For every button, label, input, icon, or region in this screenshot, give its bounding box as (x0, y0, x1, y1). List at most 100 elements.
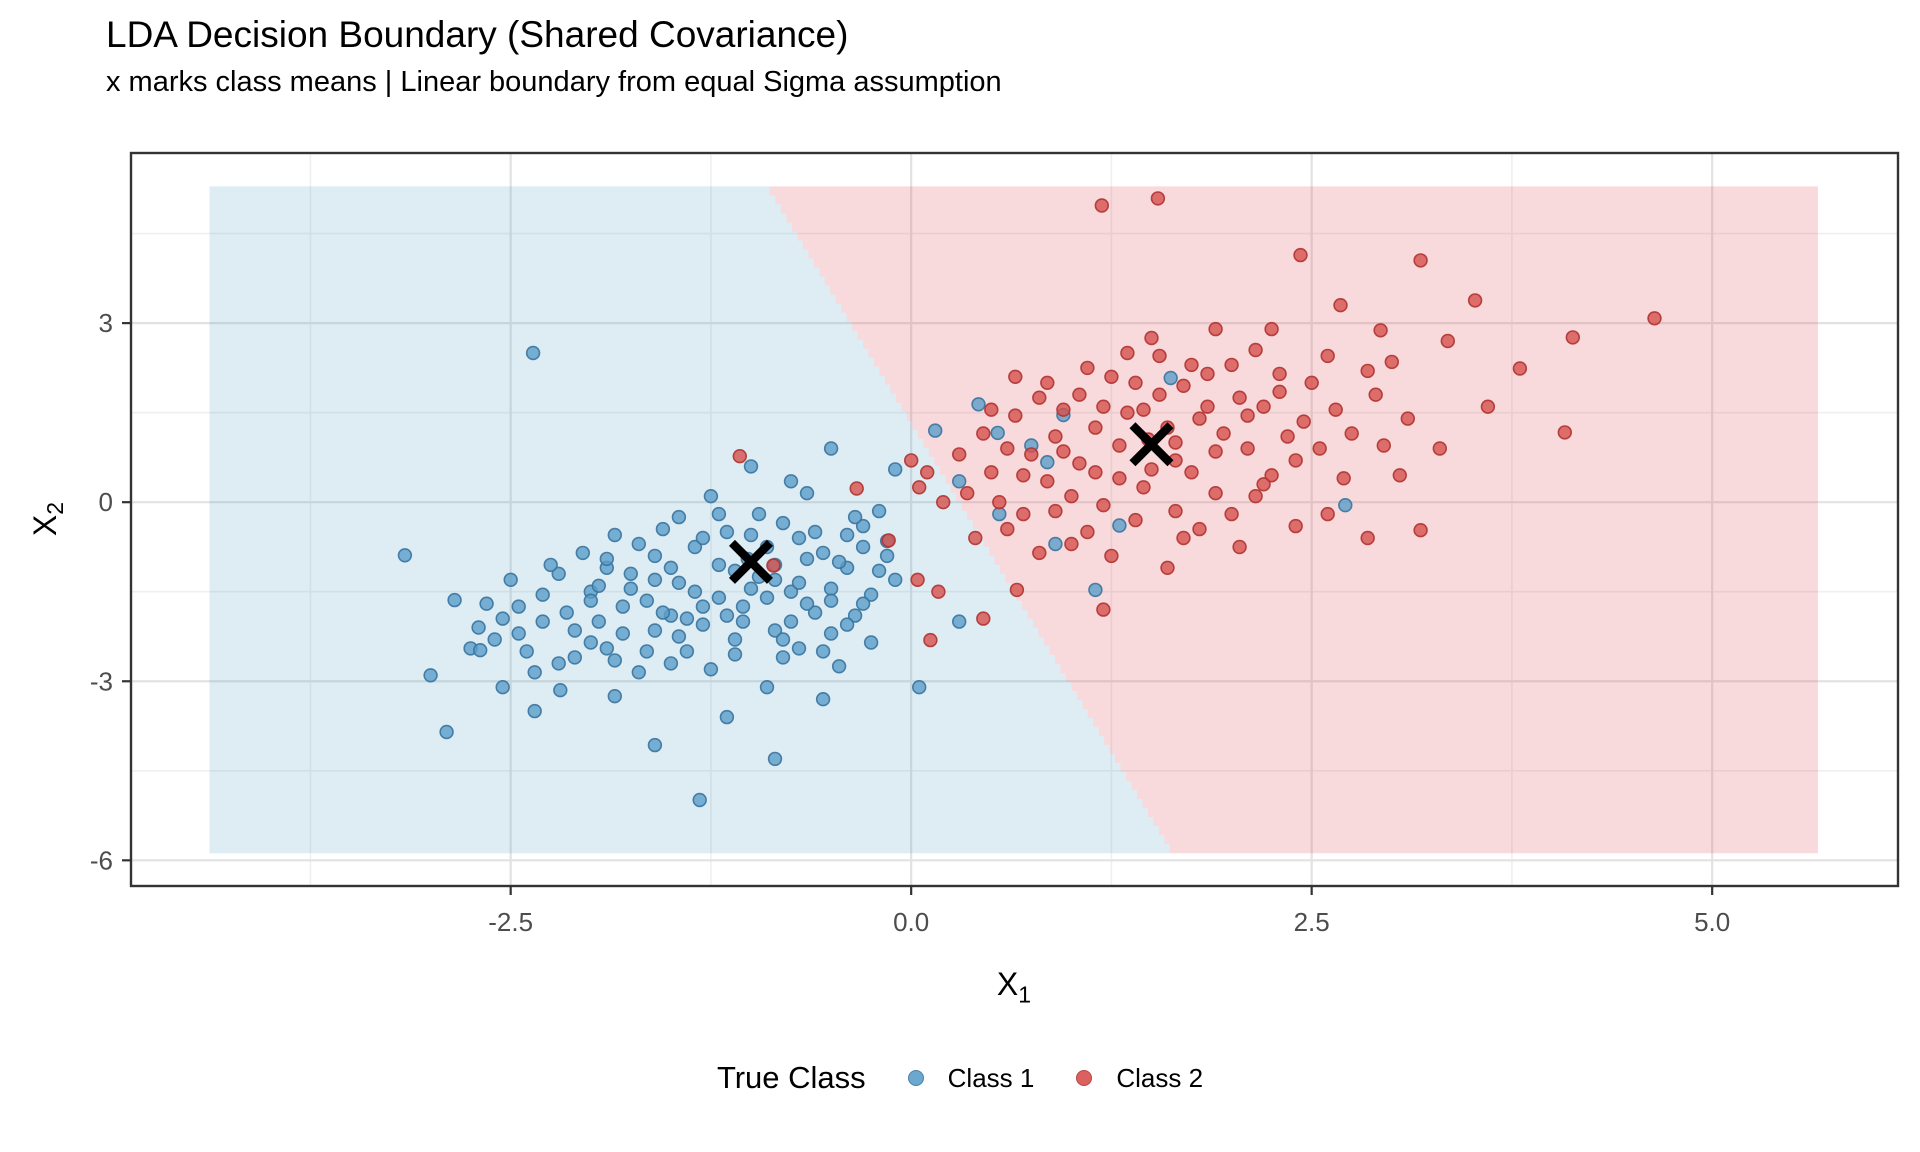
data-point (849, 481, 864, 496)
data-point (527, 665, 542, 680)
data-point (923, 632, 938, 648)
data-point (1413, 522, 1428, 538)
data-point (471, 620, 486, 635)
data-point (1192, 521, 1207, 537)
data-point (473, 642, 488, 658)
data-point (631, 536, 646, 552)
data-point (551, 656, 566, 671)
data-point (1240, 408, 1255, 423)
legend-title: True Class (716, 1060, 866, 1095)
data-point (535, 587, 550, 602)
data-point (910, 572, 925, 587)
data-point (759, 590, 775, 605)
data-point (887, 572, 903, 587)
data-point (1400, 411, 1416, 426)
data-point (971, 397, 986, 412)
data-point (479, 596, 494, 611)
legend-item-class2: Class 2 (1076, 1063, 1203, 1094)
data-point (1512, 361, 1528, 376)
data-point (1048, 429, 1063, 444)
data-point (1016, 468, 1031, 483)
y-axis-title-base: X (26, 514, 63, 537)
data-point (711, 557, 727, 573)
data-point (1360, 363, 1375, 379)
data-point (735, 614, 751, 629)
data-point (1064, 489, 1079, 504)
data-point (1112, 438, 1127, 453)
data-point (1112, 518, 1127, 533)
data-point (623, 566, 638, 581)
data-point (1232, 390, 1247, 405)
data-point (711, 506, 727, 522)
data-point (1392, 468, 1408, 483)
data-point (1088, 582, 1103, 598)
class2-dot-icon (1076, 1070, 1093, 1086)
data-point (519, 644, 534, 659)
data-point (1048, 503, 1063, 519)
data-point (1120, 345, 1135, 361)
data-point (1184, 357, 1199, 373)
data-point (1096, 399, 1111, 414)
data-point (1094, 198, 1110, 213)
data-point (1168, 503, 1183, 519)
mean-x-stroke (1129, 422, 1174, 467)
data-point (1467, 293, 1483, 308)
data-point (1176, 530, 1191, 546)
data-point (807, 605, 823, 620)
data-point (823, 441, 839, 456)
data-point (919, 465, 935, 480)
data-point (591, 578, 606, 593)
class-mean-marker-2 (1129, 422, 1174, 467)
data-point (959, 486, 975, 501)
y-tick-label: 3 (99, 308, 113, 338)
data-point (1184, 465, 1199, 480)
class2-points (732, 191, 1662, 648)
data-point (1163, 370, 1178, 386)
data-point (839, 527, 855, 543)
data-point (1128, 512, 1143, 528)
data-point (1440, 333, 1456, 349)
y-tick-label: -3 (90, 666, 113, 696)
data-point (511, 599, 526, 614)
data-point (743, 581, 759, 596)
data-point (992, 495, 1007, 510)
data-point (1413, 253, 1428, 268)
data-point (1048, 536, 1063, 552)
data-point (647, 737, 663, 753)
data-point (423, 668, 438, 683)
data-point (927, 423, 943, 438)
data-point (1224, 506, 1239, 522)
data-point (599, 641, 614, 656)
data-point (671, 509, 687, 525)
data-point (1040, 375, 1055, 390)
data-point (1032, 390, 1047, 405)
data-point (575, 545, 590, 561)
data-point (1008, 408, 1023, 423)
data-point (439, 724, 454, 740)
data-point (599, 551, 614, 567)
data-point (766, 558, 781, 573)
data-point (679, 611, 695, 626)
data-point (1296, 414, 1311, 429)
data-point (1000, 521, 1015, 537)
data-point (663, 656, 679, 671)
y-tick-label: -6 (90, 845, 113, 875)
data-point (647, 572, 663, 587)
data-point (855, 539, 871, 555)
data-point (1009, 582, 1025, 598)
data-point (976, 426, 991, 441)
data-point (703, 662, 719, 677)
data-point (759, 679, 775, 695)
data-point (663, 560, 679, 575)
data-point (823, 593, 839, 608)
data-point (503, 572, 518, 587)
x-tick-label: 2.5 (1294, 907, 1330, 937)
data-point (631, 665, 646, 680)
data-point (1128, 375, 1143, 390)
class-mean-marker-1 (728, 539, 773, 584)
data-point (447, 592, 462, 608)
data-point (976, 611, 991, 626)
data-point (1264, 321, 1279, 337)
data-point (815, 545, 831, 561)
